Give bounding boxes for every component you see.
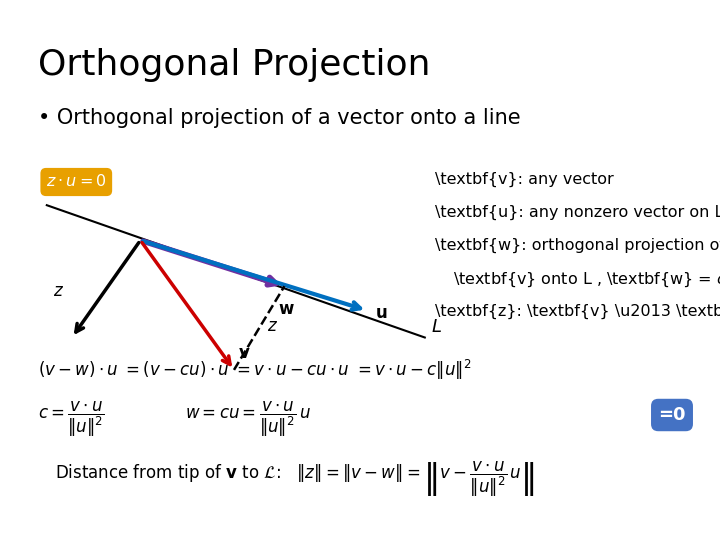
- Text: $z$: $z$: [53, 282, 64, 300]
- Text: $L$: $L$: [431, 318, 442, 335]
- Text: \textbf{v}: any vector: \textbf{v}: any vector: [435, 172, 613, 187]
- Text: $(v-w)\cdot u \ = (v-cu)\cdot u \ = v\cdot u - cu\cdot u \ = v\cdot u - c\|u\|^2: $(v-w)\cdot u \ = (v-cu)\cdot u \ = v\cd…: [38, 358, 472, 382]
- Text: $\mathbf{u}$: $\mathbf{u}$: [375, 303, 387, 321]
- Text: $z \cdot u = 0$: $z \cdot u = 0$: [46, 173, 107, 191]
- Text: Orthogonal Projection: Orthogonal Projection: [38, 48, 431, 82]
- Text: =0: =0: [658, 406, 685, 424]
- Text: \textbf{v} onto L , \textbf{w} = $c$\textbf{u}: \textbf{v} onto L , \textbf{w} = $c$\tex…: [453, 271, 720, 289]
- Text: \textbf{z}: \textbf{v} \u2013 \textbf{w}: \textbf{z}: \textbf{v} \u2013 \textbf{w}: [435, 304, 720, 319]
- Text: $w = cu = \dfrac{v \cdot u}{\|u\|^2}\,u$: $w = cu = \dfrac{v \cdot u}{\|u\|^2}\,u$: [185, 400, 311, 440]
- Text: $c = \dfrac{v \cdot u}{\|u\|^2}$: $c = \dfrac{v \cdot u}{\|u\|^2}$: [38, 400, 105, 440]
- Text: \textbf{w}: orthogonal projection of: \textbf{w}: orthogonal projection of: [435, 238, 720, 253]
- Text: $\mathbf{w}$: $\mathbf{w}$: [278, 300, 294, 318]
- Text: $\mathbf{v}$: $\mathbf{v}$: [238, 344, 251, 362]
- Text: Distance from tip of $\mathbf{v}$ to $\mathcal{L}$:   $\|z\| = \|v - w\| = \left: Distance from tip of $\mathbf{v}$ to $\m…: [55, 460, 534, 500]
- Text: • Orthogonal projection of a vector onto a line: • Orthogonal projection of a vector onto…: [38, 108, 521, 128]
- Text: \textbf{u}: any nonzero vector on L: \textbf{u}: any nonzero vector on L: [435, 205, 720, 220]
- Text: $z$: $z$: [267, 317, 278, 335]
